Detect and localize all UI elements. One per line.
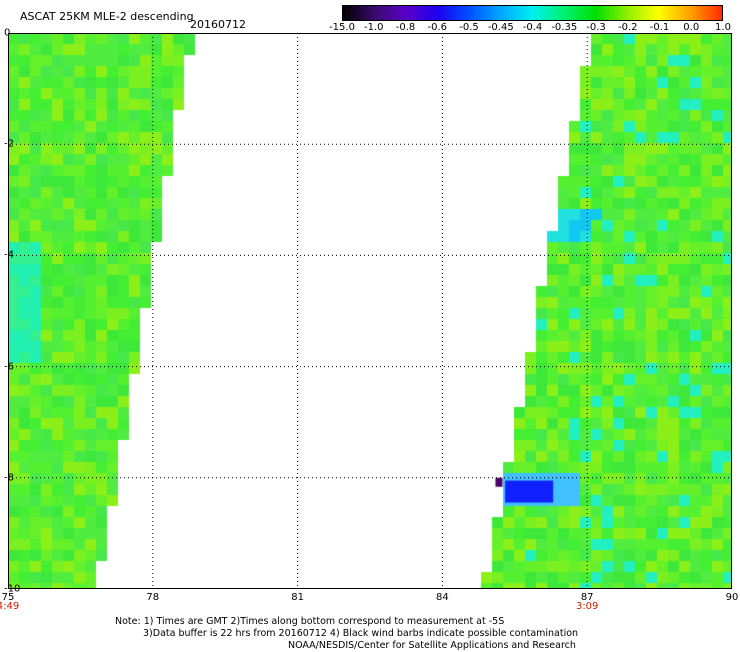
footnotes: Note: 1) Times are GMT 2)Times along bot… (115, 616, 578, 652)
note-line-1: Note: 1) Times are GMT 2)Times along bot… (115, 616, 505, 627)
map-title: ASCAT 25KM MLE-2 descending (20, 10, 194, 23)
color-scale-label: -15.0 (329, 22, 355, 33)
color-scale-labels: -15.0 -1.0 -0.8 -0.6 -0.5 -0.45 -0.4 -0.35 -0.3-… (329, 22, 735, 36)
color-scale-label: 0.0 (683, 22, 700, 33)
color-scale-label: -0.3 (586, 22, 606, 33)
note-line-2: 3)Data buffer is 22 hrs from 20160712 4)… (143, 628, 579, 639)
color-scale-label: -0.35 (551, 22, 578, 33)
map-date: 20160712 (190, 18, 246, 31)
color-scale-label: -1.0 (363, 22, 384, 33)
color-scale-label: -0.8 (395, 22, 416, 33)
scatterometer-swath-image (8, 33, 732, 589)
map-frame (8, 33, 732, 589)
color-scale-bar (342, 5, 723, 21)
longitude-tick: 75 (1, 592, 15, 603)
latitude-tick: -8 (4, 472, 14, 484)
longitude-tick: 81 (291, 592, 304, 603)
latitude-tick: -4 (4, 249, 14, 261)
note-line-3: NOAA/NESDIS/Center for Satellite Applica… (288, 640, 576, 651)
longitude-tick: 87 (580, 592, 594, 603)
longitude-tick: 78 (146, 592, 160, 603)
pass-time-label: 4:49 (0, 601, 20, 612)
color-scale-label: -0.6 (427, 22, 448, 33)
color-scale-label: -0.2 (617, 22, 638, 33)
latitude-tick: -10 (4, 583, 21, 595)
color-scale-label: -0.45 (487, 22, 514, 33)
longitude-tick: 84 (436, 592, 449, 603)
color-scale-label: -0.5 (459, 22, 479, 33)
pass-time-label: 3:09 (575, 601, 599, 612)
color-scale-label: -0.1 (649, 22, 670, 33)
color-scale-label: -0.4 (522, 22, 543, 33)
latitude-tick: -2 (4, 138, 14, 150)
latitude-tick: 0 (4, 27, 11, 39)
color-scale-label: 1.0 (715, 22, 731, 33)
longitude-tick: 90 (725, 592, 739, 603)
latitude-tick: -6 (4, 361, 14, 373)
